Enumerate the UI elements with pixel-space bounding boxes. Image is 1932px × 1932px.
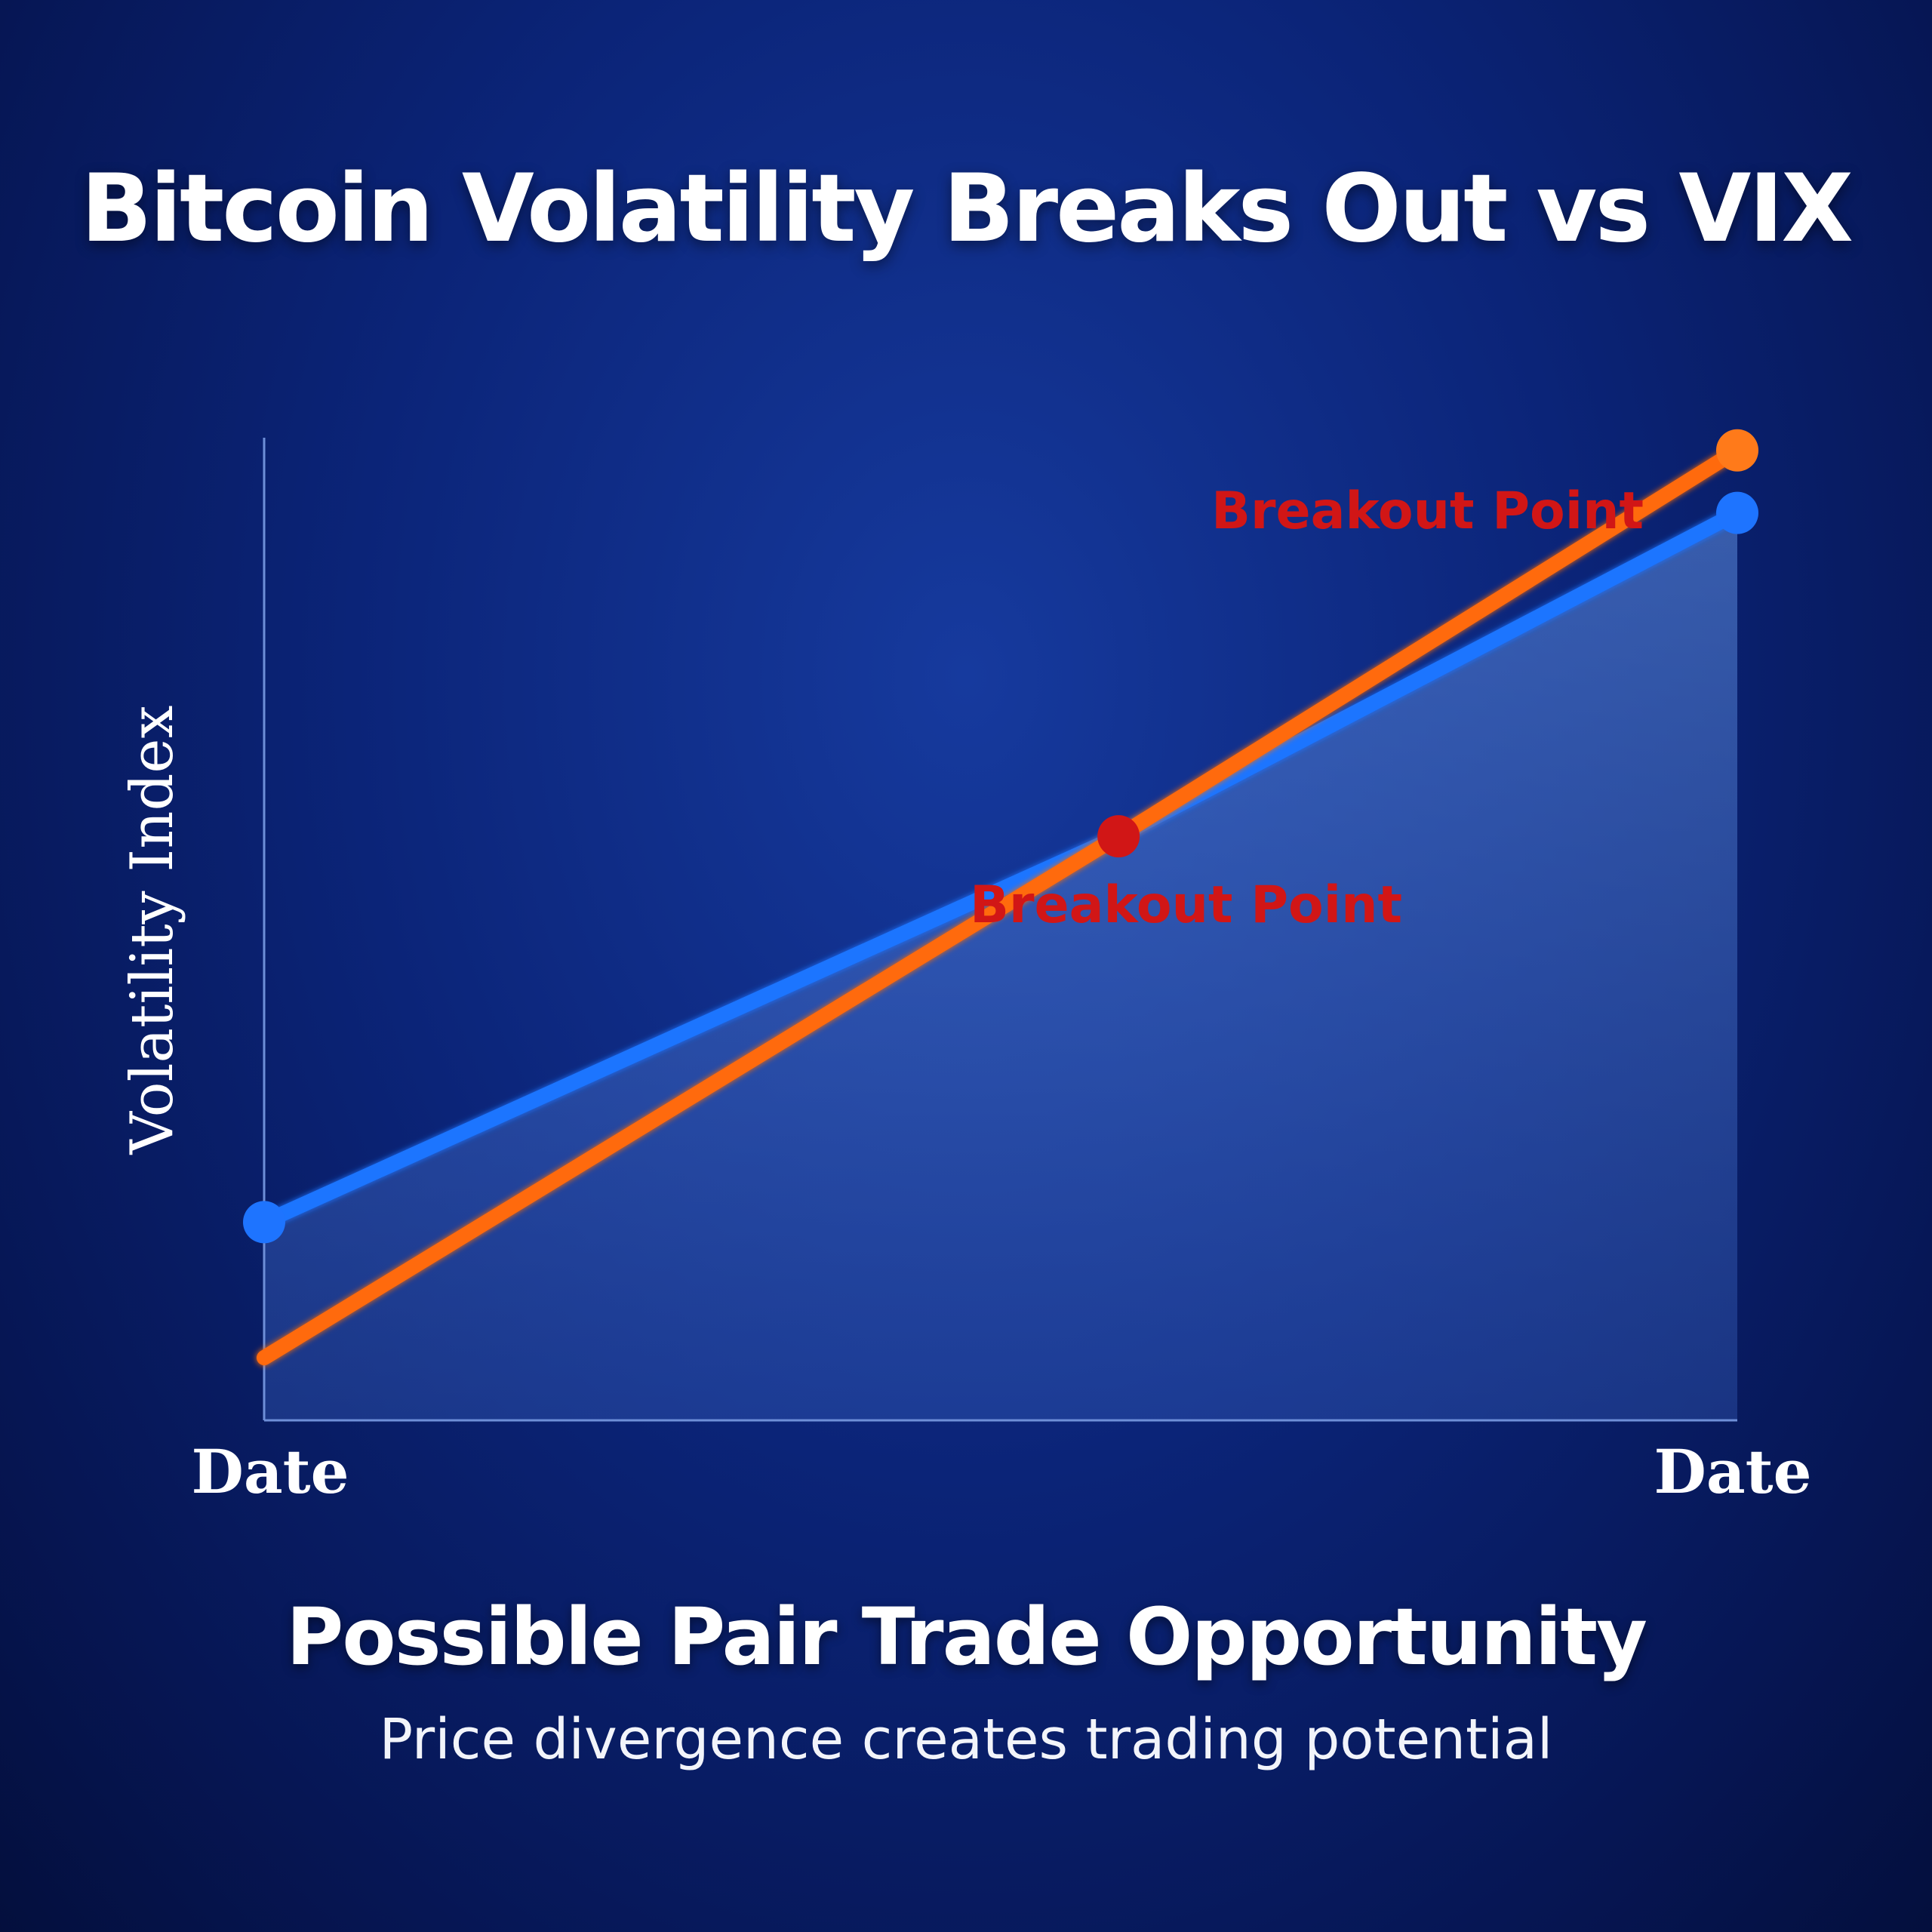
annotation-breakout-point-middle: Breakout Point — [970, 875, 1402, 935]
chart-subtitle: Possible Pair Trade Opportunity — [286, 1591, 1647, 1683]
chart-caption: Price divergence creates trading potenti… — [379, 1707, 1553, 1772]
y-axis-label: Volatility Index — [118, 705, 186, 1155]
data-point-marker-1 — [1097, 815, 1140, 858]
data-point-marker-2 — [1716, 491, 1758, 534]
chart-title: Bitcoin Volatility Breaks Out vs VIX — [80, 155, 1854, 263]
series-0-area — [264, 512, 1737, 1421]
annotation-breakout-point-top: Breakout Point — [1211, 481, 1644, 541]
data-point-marker-3 — [1716, 429, 1758, 472]
x-tick-label-start: Date — [191, 1436, 349, 1507]
x-tick-label-end: Date — [1654, 1436, 1811, 1507]
data-point-marker-0 — [243, 1201, 285, 1244]
